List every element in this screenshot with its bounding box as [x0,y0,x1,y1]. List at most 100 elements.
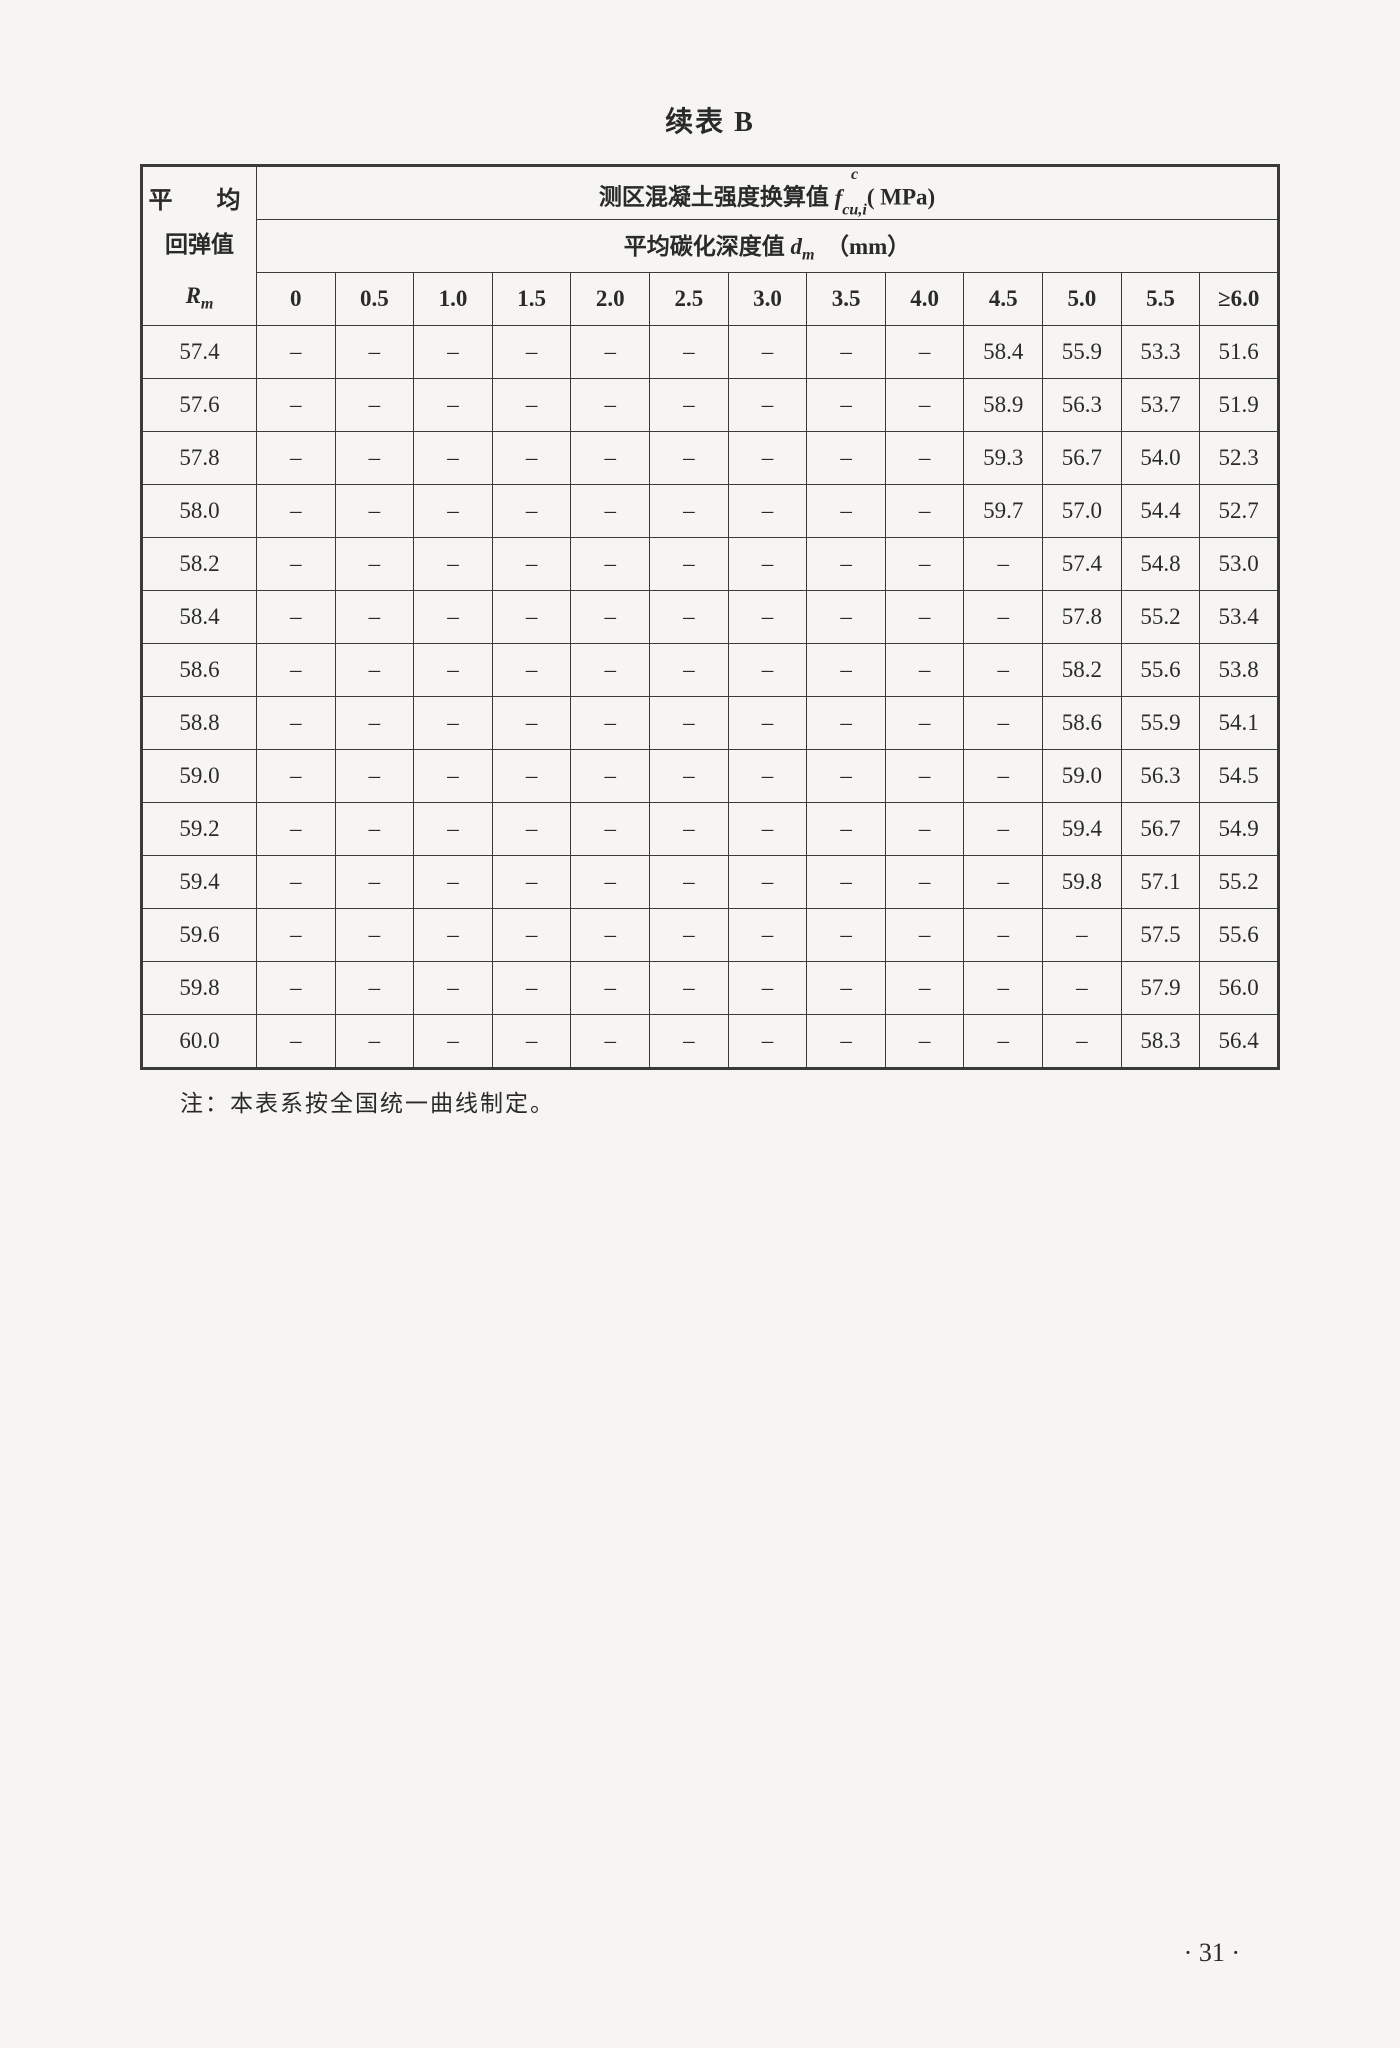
table-cell: – [257,379,336,432]
row-rm: 60.0 [142,1015,257,1069]
top-header-symbol: fccu,i [829,185,867,210]
table-cell: – [650,591,729,644]
table-cell: 57.9 [1121,962,1200,1015]
table-head: 平 均 回弹值 测区混凝土强度换算值 fccu,i( MPa) 平均碳化深度值 … [142,166,1279,326]
table-cell: 53.4 [1200,591,1279,644]
table-cell: – [414,379,493,432]
table-cell: – [807,379,886,432]
table-cell: – [885,909,964,962]
table-cell: – [335,803,414,856]
table-cell: – [885,485,964,538]
table-cell: – [807,538,886,591]
table-cell: – [807,644,886,697]
table-cell: – [571,750,650,803]
table-cell: 54.4 [1121,485,1200,538]
col-header: 5.0 [1043,273,1122,326]
table-cell: – [257,485,336,538]
table-cell: – [571,432,650,485]
table-cell: – [885,538,964,591]
table-cell: – [571,962,650,1015]
table-cell: – [492,379,571,432]
table-cell: 58.4 [964,326,1043,379]
row-rm: 58.0 [142,485,257,538]
table-cell: – [728,856,807,909]
table-cell: – [807,962,886,1015]
table-cell: – [964,750,1043,803]
table-row: 58.6––––––––––58.255.653.8 [142,644,1279,697]
table-cell: – [257,909,336,962]
table-cell: – [807,485,886,538]
table-cell: 56.3 [1121,750,1200,803]
table-cell: – [728,697,807,750]
table-cell: – [335,591,414,644]
table-cell: – [492,803,571,856]
sub-header-prefix: 平均碳化深度值 [624,234,785,259]
table-cell: 53.8 [1200,644,1279,697]
table-cell: – [1043,962,1122,1015]
col-header: 5.5 [1121,273,1200,326]
table-cell: – [414,432,493,485]
row-header-line1: 平 均 [143,180,256,215]
table-row: 58.4––––––––––57.855.253.4 [142,591,1279,644]
table-cell: – [964,697,1043,750]
row-header-symbol: Rm [142,273,257,326]
table-cell: – [335,909,414,962]
table-row: 57.4–––––––––58.455.953.351.6 [142,326,1279,379]
table-cell: 51.6 [1200,326,1279,379]
table-row: 57.8–––––––––59.356.754.052.3 [142,432,1279,485]
col-header: ≥6.0 [1200,273,1279,326]
table-cell: – [414,538,493,591]
table-row: 59.6–––––––––––57.555.6 [142,909,1279,962]
table-cell: – [650,485,729,538]
table-cell: – [571,856,650,909]
table-cell: – [492,326,571,379]
row-rm: 58.8 [142,697,257,750]
table-cell: – [807,909,886,962]
table-row: 58.2––––––––––57.454.853.0 [142,538,1279,591]
table-cell: 55.2 [1121,591,1200,644]
row-rm: 59.6 [142,909,257,962]
table-cell: – [492,697,571,750]
table-cell: – [571,379,650,432]
table-cell: – [728,326,807,379]
table-cell: – [257,432,336,485]
table-cell: – [964,591,1043,644]
table-cell: – [885,750,964,803]
table-cell: – [964,1015,1043,1069]
table-cell: – [650,856,729,909]
table-cell: 56.0 [1200,962,1279,1015]
table-cell: 58.6 [1043,697,1122,750]
table-cell: – [414,1015,493,1069]
row-rm: 58.4 [142,591,257,644]
table-cell: – [492,962,571,1015]
table-cell: 59.8 [1043,856,1122,909]
table-cell: – [335,697,414,750]
col-header: 3.5 [807,273,886,326]
top-header-unit: ( MPa) [867,185,935,210]
table-cell: 53.0 [1200,538,1279,591]
table-cell: – [335,538,414,591]
table-cell: 55.6 [1121,644,1200,697]
row-header-label: 平 均 回弹值 [142,166,257,273]
col-header: 0 [257,273,336,326]
table-cell: – [728,962,807,1015]
table-cell: – [807,326,886,379]
table-cell: – [414,962,493,1015]
row-rm: 59.0 [142,750,257,803]
table-cell: 54.9 [1200,803,1279,856]
table-cell: – [650,803,729,856]
table-cell: – [807,432,886,485]
row-rm: 57.6 [142,379,257,432]
table-cell: – [414,803,493,856]
table-cell: 54.8 [1121,538,1200,591]
table-title: 续表 B [140,100,1280,140]
table-cell: – [492,644,571,697]
table-cell: – [571,591,650,644]
top-header: 测区混凝土强度换算值 fccu,i( MPa) [257,166,1279,220]
table-cell: – [257,962,336,1015]
table-cell: – [650,1015,729,1069]
table-cell: 51.9 [1200,379,1279,432]
table-cell: 53.3 [1121,326,1200,379]
table-cell: – [257,591,336,644]
table-cell: – [885,697,964,750]
